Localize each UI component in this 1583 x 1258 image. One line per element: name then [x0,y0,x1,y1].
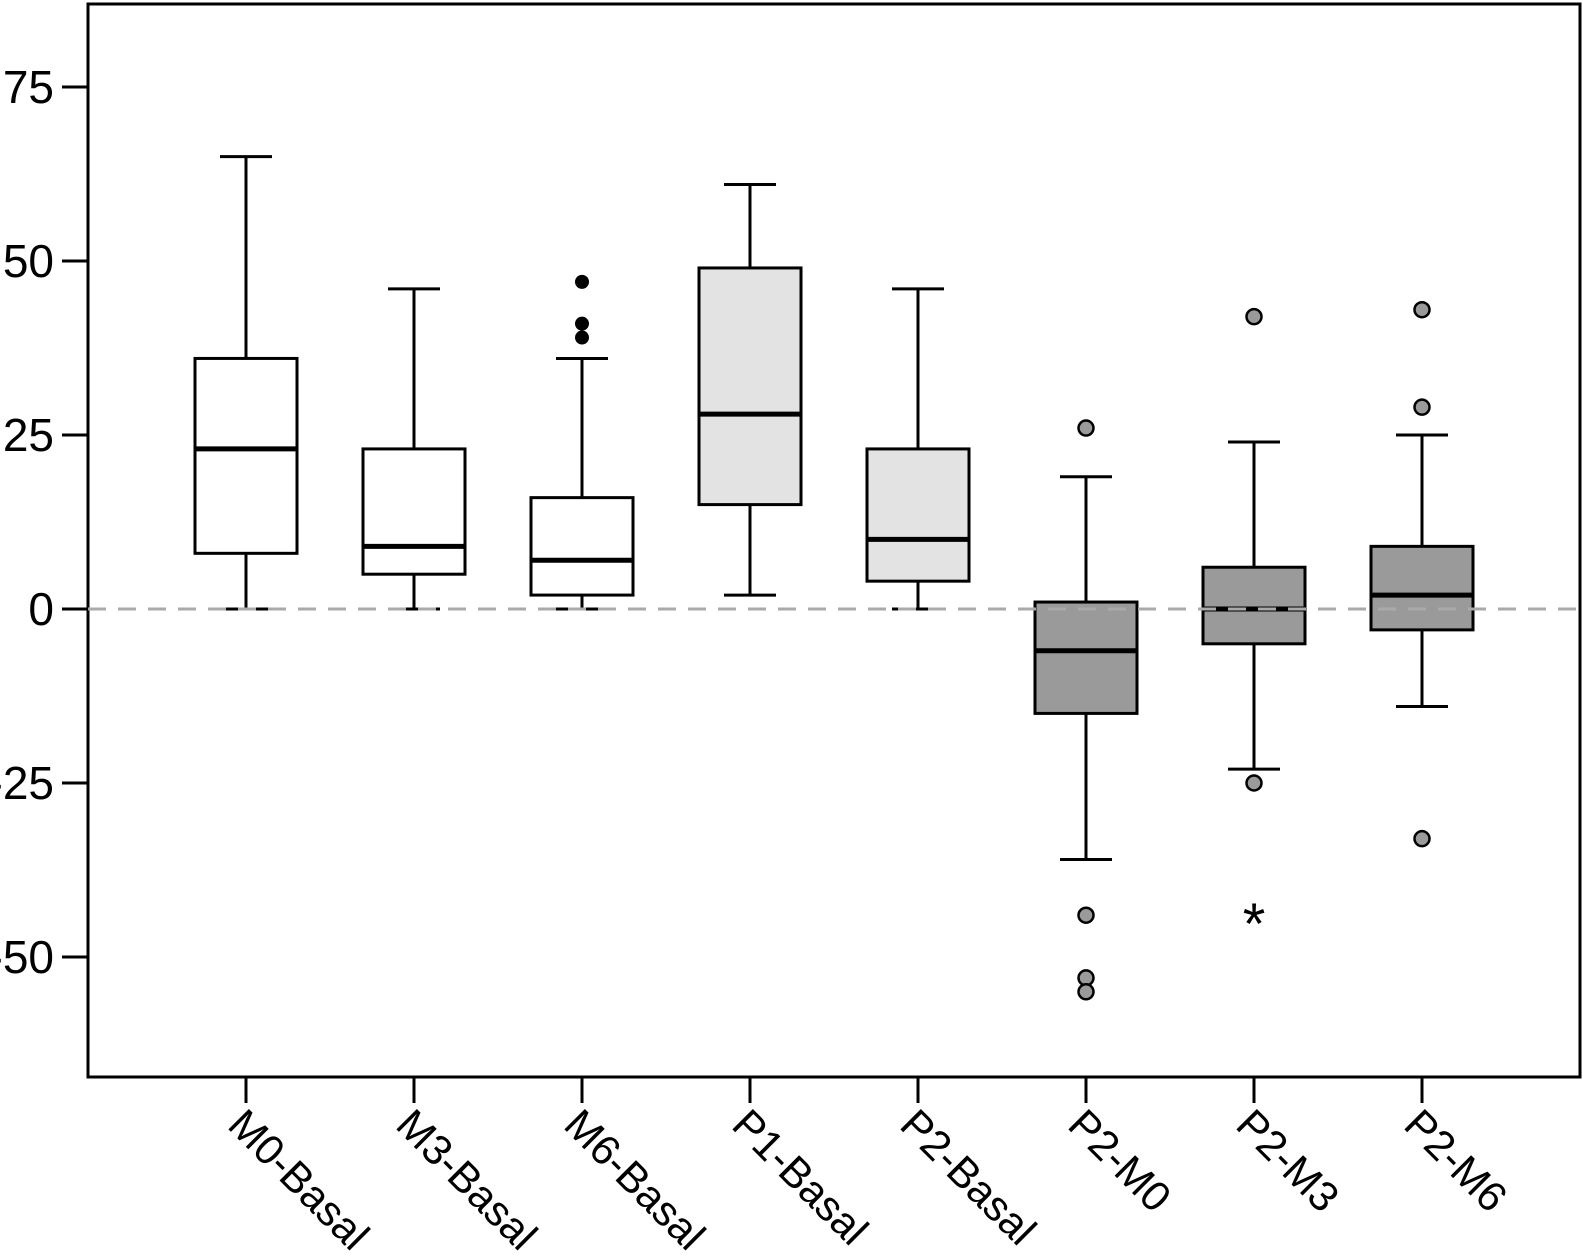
box-P1-Basal [697,266,803,507]
y-tick-label: -25 [0,757,54,809]
y-tick-label: 0 [28,583,54,635]
y-tick-label: 75 [3,61,54,113]
y-tick-label: 50 [3,235,54,287]
box-P2-M0 [1033,600,1139,715]
outlier-circle [1245,774,1263,792]
x-axis-label: P2-M6 [1396,1100,1517,1221]
x-axis-label: M3-Basal [388,1100,547,1258]
plot-frame [86,2,1582,1079]
box-P2-M3 [1201,565,1307,646]
outlier-circle [1413,829,1431,848]
outlier-circle [1077,906,1095,924]
x-axis-label: P1-Basal [724,1100,878,1254]
x-axis-label: M0-Basal [220,1100,379,1258]
y-tick-label: 25 [3,409,54,461]
outlier-circle [1413,300,1431,319]
outlier-circle [1077,983,1095,1001]
box-M0-Basal [193,356,299,555]
x-axis-label: P2-M0 [1060,1100,1181,1221]
box-M3-Basal [361,447,467,576]
outlier-dot [575,274,589,289]
box-P2-M6 [1369,544,1475,632]
x-axis-label: P2-Basal [892,1100,1046,1254]
outlier-star: * [1243,892,1266,957]
outlier-dot [575,316,589,331]
box-P2-Basal [865,447,971,583]
box-M6-Basal [529,496,635,597]
outlier-circle [1245,307,1263,326]
y-tick-label: -50 [0,931,54,983]
x-axis-label: P2-M3 [1228,1100,1349,1221]
x-axis-label: M6-Basal [556,1100,715,1258]
outlier-circle [1077,419,1095,437]
outlier-dot [575,330,589,345]
outlier-circle [1413,398,1431,416]
